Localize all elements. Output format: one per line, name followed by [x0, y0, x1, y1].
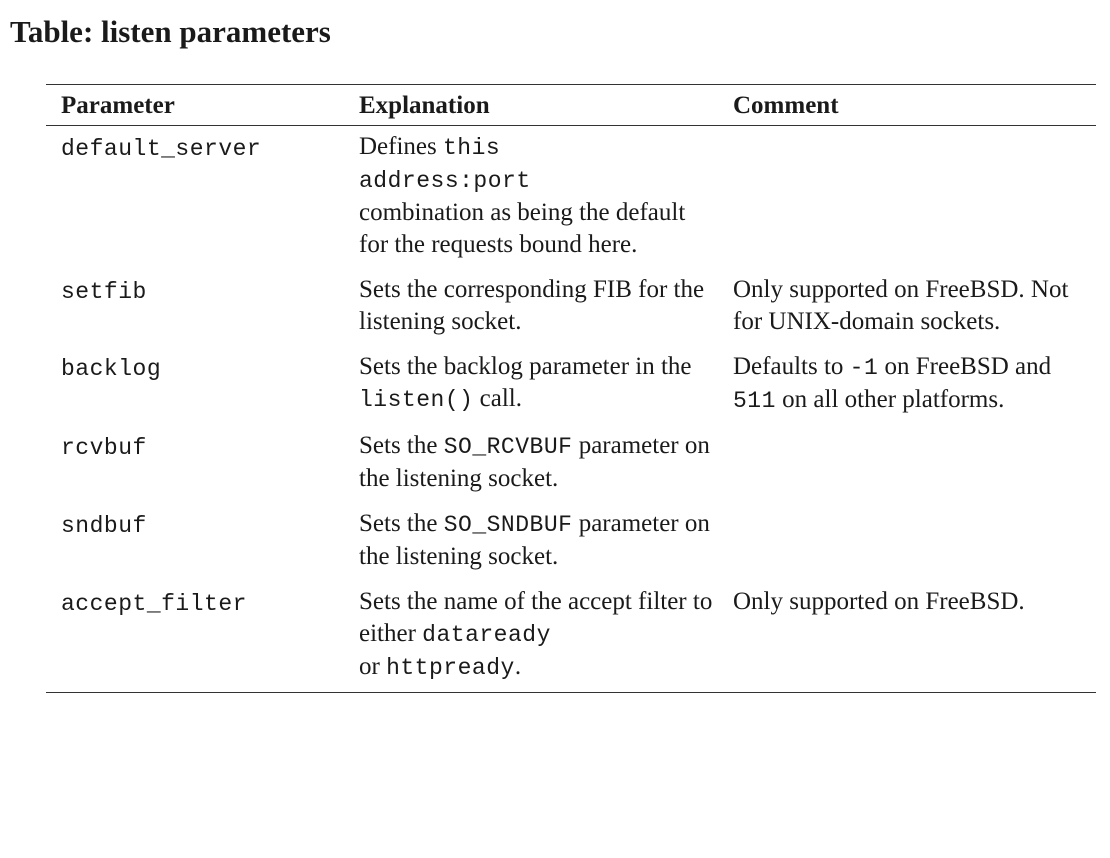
param-name: default_server [61, 136, 262, 162]
comment-text: on all other platforms. [775, 386, 1005, 413]
explanation-code: SO_RCVBUF [443, 434, 573, 460]
explanation-text: parameter on the listening socket. [359, 432, 710, 492]
comment-text: Only supported on FreeBSD. [733, 588, 1025, 615]
explanation-cell: Sets the SO_RCVBUF parameter on the list… [344, 425, 718, 503]
explanation-text: combination as being the default for the… [359, 199, 686, 258]
param-cell: default_server [46, 126, 344, 270]
explanation-cell: Sets the SO_SNDBUF parameter on the list… [344, 503, 718, 581]
header-explanation: Explanation [359, 92, 490, 119]
explanation-cell: Defines this address:port combination as b… [344, 126, 718, 270]
comment-cell: Defaults to -1 on FreeBSD and 511 on all… [718, 346, 1096, 425]
explanation-code: httpready [386, 655, 515, 681]
param-cell: sndbuf [46, 503, 344, 581]
table-body: default_server Defines this address:port c… [46, 126, 1096, 693]
comment-code: 511 [733, 388, 776, 414]
param-cell: rcvbuf [46, 425, 344, 503]
explanation-cell: Sets the corresponding FIB for the liste… [344, 269, 718, 346]
comment-text: Defaults to [733, 353, 850, 380]
explanation-text: Sets the [359, 432, 444, 459]
explanation-text: Sets the name of the accept filter to ei… [359, 588, 713, 647]
explanation-code: SO_SNDBUF [443, 512, 573, 538]
explanation-text: Defines [359, 133, 443, 160]
comment-cell: Only supported on FreeBSD. [718, 581, 1096, 693]
param-name: backlog [61, 356, 162, 382]
explanation-cell: Sets the backlog parameter in the listen… [344, 346, 718, 425]
param-cell: backlog [46, 346, 344, 425]
table-row: accept_filter Sets the name of the accep… [46, 581, 1096, 693]
explanation-cell: Sets the name of the accept filter to ei… [344, 581, 718, 693]
table-row: rcvbuf Sets the SO_RCVBUF parameter on t… [46, 425, 1096, 503]
comment-cell [718, 126, 1096, 270]
comment-cell [718, 425, 1096, 503]
table-header: Parameter Explanation Comment [46, 84, 1096, 126]
param-name: rcvbuf [61, 435, 147, 461]
param-cell: setfib [46, 269, 344, 346]
param-name: accept_filter [61, 591, 247, 617]
table-title: Table: listen parameters [10, 14, 331, 49]
explanation-code: this [443, 135, 501, 161]
param-name: setfib [61, 279, 147, 305]
explanation-text: Sets the [359, 510, 444, 537]
explanation-text: . [514, 653, 522, 680]
comment-cell [718, 503, 1096, 581]
table-row: backlog Sets the backlog parameter in th… [46, 346, 1096, 425]
table-row: default_server Defines this address:port c… [46, 126, 1096, 270]
header-comment: Comment [733, 92, 839, 119]
comment-cell: Only supported on FreeBSD. Not for UNIX-… [718, 269, 1096, 346]
param-name: sndbuf [61, 513, 147, 539]
explanation-text: Sets the corresponding FIB for the liste… [359, 276, 705, 335]
comment-text: on FreeBSD and [878, 353, 1052, 380]
explanation-code: listen() [359, 387, 474, 413]
comment-code: -1 [849, 355, 879, 381]
explanation-code: address:port [359, 168, 531, 194]
explanation-text: parameter on the listening socket. [359, 510, 710, 570]
explanation-text: call. [473, 385, 523, 412]
explanation-text: or [359, 653, 387, 680]
explanation-text: Sets the backlog parameter in the [359, 353, 692, 380]
table-row: setfib Sets the corresponding FIB for th… [46, 269, 1096, 346]
table-row: sndbuf Sets the SO_SNDBUF parameter on t… [46, 503, 1096, 581]
listen-parameters-table: Parameter Explanation Comment default_se… [46, 84, 1096, 693]
header-parameter: Parameter [61, 92, 175, 119]
explanation-code: dataready [422, 622, 551, 648]
header-row: Parameter Explanation Comment [46, 84, 1096, 126]
comment-text: Only supported on FreeBSD. Not for UNIX-… [733, 276, 1069, 335]
param-cell: accept_filter [46, 581, 344, 693]
